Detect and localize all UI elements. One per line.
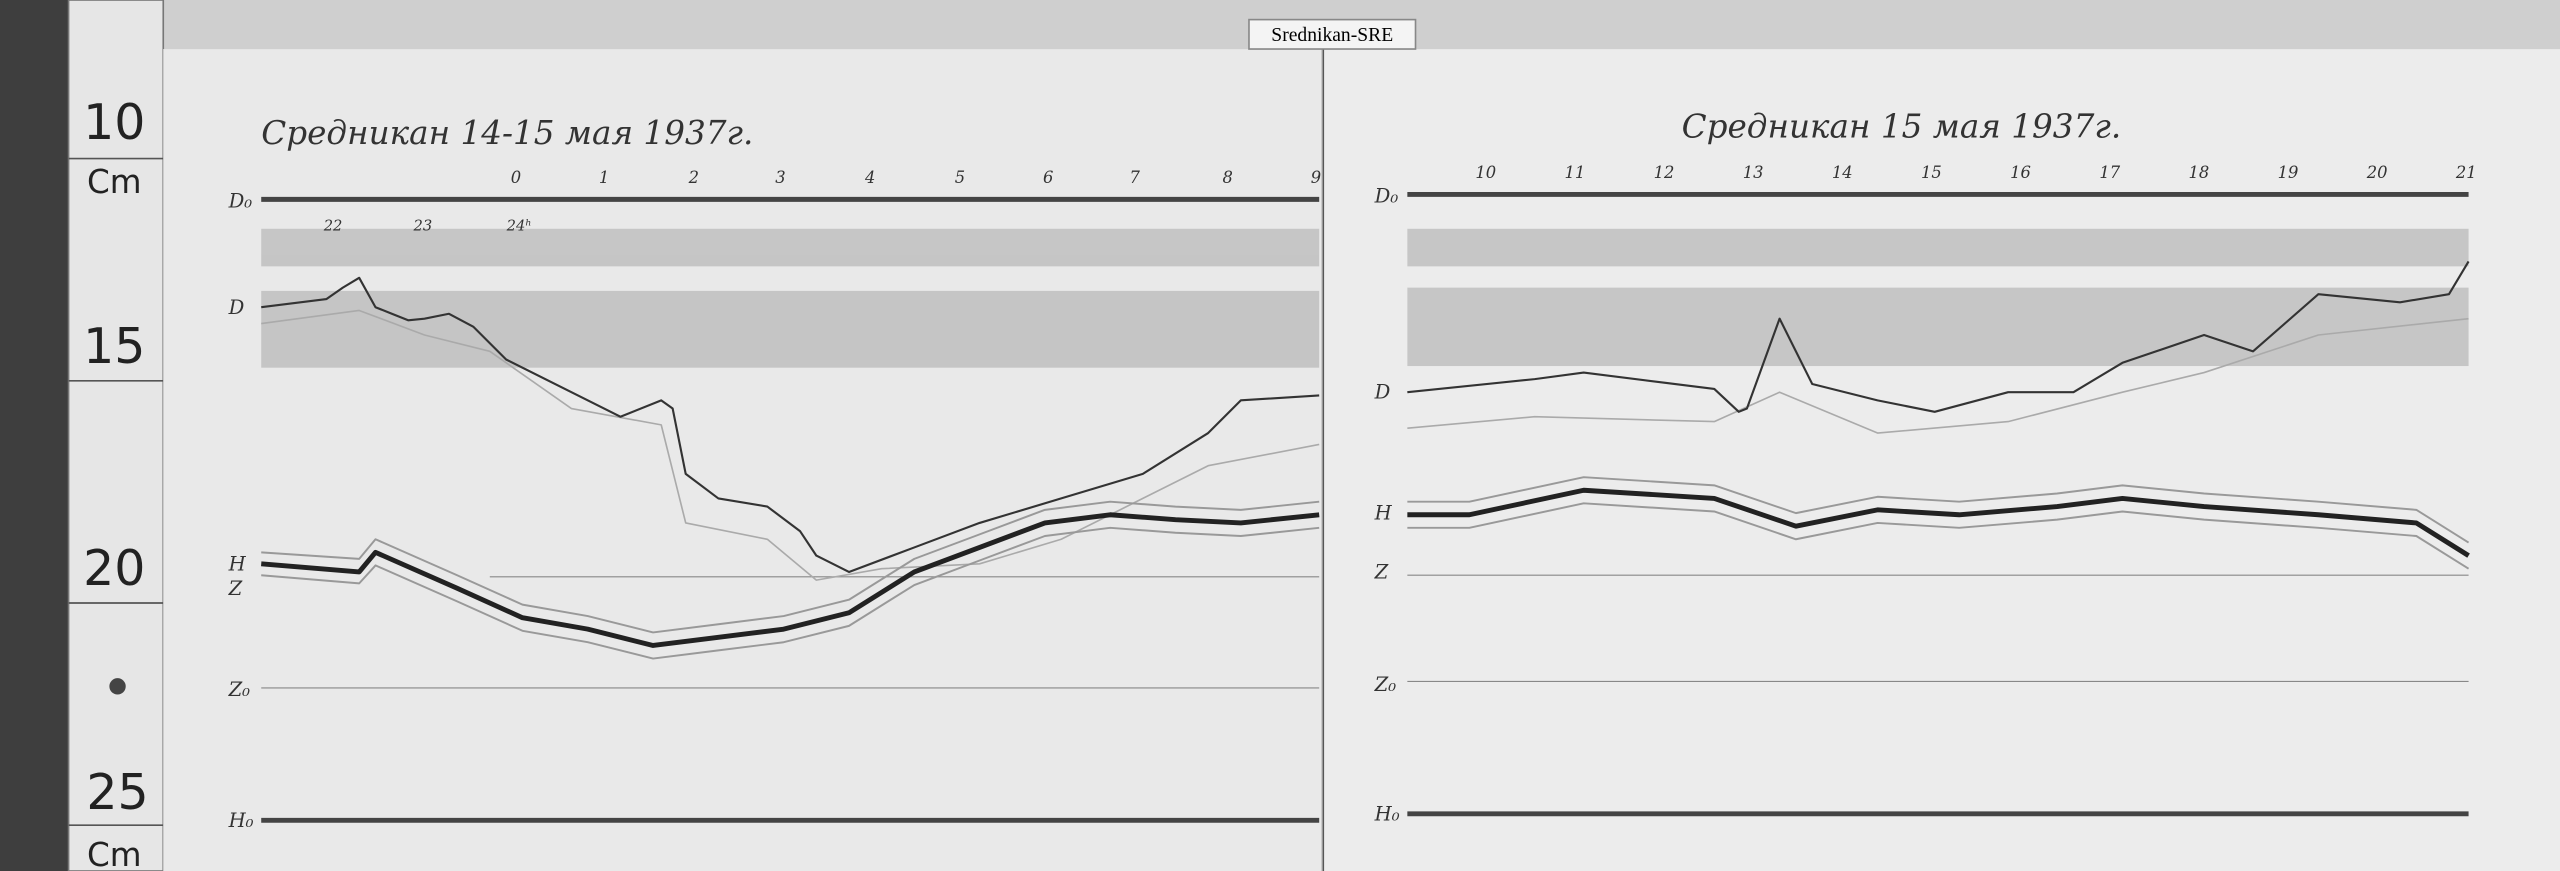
hour-label: 1 bbox=[599, 168, 609, 187]
hour-label: 2 bbox=[688, 168, 699, 187]
hour-label: 16 bbox=[2010, 163, 2031, 182]
hour-label: 19 bbox=[2278, 163, 2299, 182]
trace-label: H bbox=[1374, 502, 1393, 525]
hour-label: 18 bbox=[2188, 163, 2209, 182]
ruler-label: Cm bbox=[87, 836, 142, 871]
ruler-label: 25 bbox=[86, 764, 148, 821]
hour-label: 15 bbox=[1921, 163, 1942, 182]
tag-box bbox=[1248, 18, 1417, 50]
trace-label: Z₀ bbox=[228, 678, 251, 701]
hour-label: 24ʰ bbox=[506, 217, 532, 234]
hour-label: 23 bbox=[413, 217, 433, 234]
trace-label: Z₀ bbox=[1374, 673, 1397, 696]
bands bbox=[261, 228, 2469, 368]
hour-label: 14 bbox=[1832, 163, 1853, 182]
hour-label: 20 bbox=[2366, 163, 2388, 182]
trace-label: H₀ bbox=[228, 809, 254, 832]
ruler-label: 20 bbox=[83, 540, 145, 597]
ruler-ticks bbox=[68, 157, 164, 827]
hour-label: 10 bbox=[1475, 163, 1496, 182]
hour-label: 9 bbox=[1311, 168, 1321, 187]
trace-label: D bbox=[228, 296, 245, 319]
hour-label: 17 bbox=[2099, 163, 2120, 182]
hour-label: 21 bbox=[2455, 163, 2477, 182]
trace-label: D₀ bbox=[228, 190, 253, 213]
hour-label: 13 bbox=[1743, 163, 1764, 182]
hour-label: 5 bbox=[955, 168, 965, 187]
tag: Srednikan-SRE bbox=[1271, 25, 1393, 46]
trace-label: H bbox=[228, 552, 247, 575]
hour-label: 6 bbox=[1043, 168, 1053, 187]
baselines bbox=[261, 192, 2469, 823]
trace-label: D bbox=[1374, 381, 1391, 404]
trace-label: H₀ bbox=[1374, 802, 1400, 825]
hour-label: 7 bbox=[1130, 168, 1141, 187]
hour-label: 4 bbox=[864, 168, 875, 187]
trace-label: Z bbox=[1374, 560, 1389, 583]
hour-label: 22 bbox=[323, 217, 343, 234]
trace-label: Z bbox=[228, 577, 243, 600]
ruler-label: Cm bbox=[87, 163, 142, 201]
traces bbox=[261, 260, 2470, 660]
hour-label: 12 bbox=[1654, 163, 1675, 182]
ruler bbox=[67, 0, 165, 871]
ruler-label: 10 bbox=[83, 94, 145, 151]
trace-label: D₀ bbox=[1374, 185, 1399, 208]
hour-label: 11 bbox=[1564, 163, 1585, 182]
panel-title: Средникан 15 мая 1937г. bbox=[1682, 107, 2122, 145]
hour-label: 0 bbox=[511, 168, 521, 187]
panel-right bbox=[1324, 49, 2560, 871]
hour-label: 8 bbox=[1223, 168, 1233, 187]
ruler-hole bbox=[109, 678, 126, 695]
panel-title: Средникан 14-15 мая 1937г. bbox=[261, 114, 753, 152]
hour-label: 3 bbox=[775, 168, 785, 187]
panel-left bbox=[163, 49, 1323, 871]
ruler-label: 15 bbox=[83, 318, 145, 375]
